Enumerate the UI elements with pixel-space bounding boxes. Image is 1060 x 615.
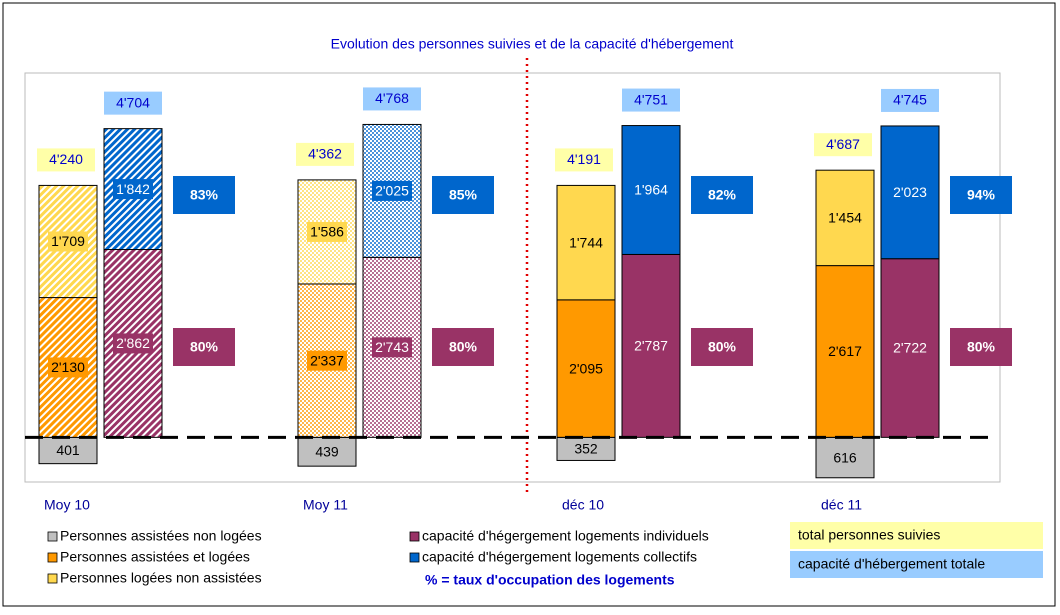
occupancy-box: [432, 328, 494, 366]
bar: [880, 125, 940, 260]
legend-swatch: [409, 552, 420, 563]
total-box: [555, 148, 613, 172]
bar: [880, 258, 940, 438]
total-label: 4'687: [826, 136, 860, 152]
bar: [815, 436, 875, 479]
data-label: 2'023: [893, 184, 927, 200]
data-label: 352: [574, 441, 598, 457]
plot-area: [24, 72, 1001, 483]
label-bg: [307, 221, 347, 242]
data-label: 2'787: [634, 338, 668, 354]
bar: [297, 436, 357, 467]
legend-label: capacité d'hégergement logements collect…: [422, 549, 697, 565]
legend-box: [790, 522, 1043, 549]
bar: [556, 184, 616, 301]
occupancy-label: 80%: [967, 339, 996, 355]
data-label: 1'964: [634, 182, 668, 198]
data-label: 1'709: [51, 233, 85, 249]
occupancy-box: [950, 328, 1012, 366]
frame: [2, 2, 1056, 607]
total-box: [363, 87, 421, 111]
data-label: 1'586: [310, 224, 344, 240]
legend-swatch: [409, 531, 420, 542]
occupancy-box: [691, 176, 753, 214]
data-label: 2'095: [569, 360, 603, 376]
chart-title: Evolution des personnes suivies et de la…: [331, 36, 734, 52]
occupancy-label: 80%: [190, 339, 219, 355]
total-label: 4'362: [308, 146, 342, 162]
occupancy-box: [173, 176, 235, 214]
total-box: [814, 133, 872, 157]
data-label: 2'130: [51, 359, 85, 375]
label-bg: [372, 337, 412, 358]
data-label: 2'743: [375, 339, 409, 355]
total-label: 4'768: [375, 90, 409, 106]
legend-label: capacité d'hégergement logements individ…: [422, 528, 709, 544]
total-label: 4'745: [893, 92, 927, 108]
data-label: 2'025: [375, 183, 409, 199]
bar: [621, 125, 681, 255]
data-label: 2'617: [828, 343, 862, 359]
occupancy-box: [691, 328, 753, 366]
legend-label: Personnes assistées non logées: [60, 528, 262, 544]
total-box: [37, 148, 95, 172]
data-label: 1'842: [116, 181, 150, 197]
total-label: 4'751: [634, 91, 668, 107]
label-bg: [113, 179, 153, 200]
data-label: 2'337: [310, 352, 344, 368]
data-label: 439: [315, 443, 339, 459]
label-bg: [48, 357, 88, 378]
note: % = taux d'occupation des logements: [425, 572, 675, 588]
occupancy-label: 80%: [449, 339, 478, 355]
legend-label: Personnes assistées et logées: [60, 549, 250, 565]
occupancy-label: 94%: [967, 187, 996, 203]
x-tick-label: Moy 11: [303, 497, 348, 513]
data-label: 616: [833, 449, 857, 465]
x-tick-label: Moy 10: [44, 497, 90, 513]
legend-swatch: [47, 573, 58, 584]
total-box: [622, 88, 680, 112]
bar: [556, 299, 616, 438]
bar: [621, 253, 681, 438]
label-bg: [372, 180, 412, 201]
occupancy-label: 85%: [449, 187, 478, 203]
data-label: 2'722: [893, 340, 927, 356]
total-label: 4'240: [49, 151, 83, 167]
label-bg: [307, 350, 347, 371]
legend-box: [790, 551, 1043, 578]
label-bg: [113, 333, 153, 354]
legend-label: capacité d'hébergement totale: [798, 556, 985, 572]
occupancy-label: 83%: [190, 187, 219, 203]
legend-label: total personnes suivies: [798, 527, 940, 543]
total-box: [881, 88, 939, 112]
occupancy-box: [432, 176, 494, 214]
occupancy-label: 80%: [708, 339, 737, 355]
data-label: 1'744: [569, 234, 603, 250]
data-label: 401: [56, 442, 80, 458]
total-box: [296, 142, 354, 166]
legend-label: Personnes logées non assistées: [60, 570, 262, 586]
total-label: 4'191: [567, 151, 601, 167]
legend-swatch: [47, 531, 58, 542]
x-tick-label: déc 10: [562, 497, 604, 513]
legend-swatch: [47, 552, 58, 563]
data-label: 1'454: [828, 210, 862, 226]
occupancy-label: 82%: [708, 187, 737, 203]
occupancy-box: [173, 328, 235, 366]
label-bg: [48, 231, 88, 252]
bar: [815, 169, 875, 267]
data-label: 2'862: [116, 335, 150, 351]
x-tick-label: déc 11: [821, 497, 862, 513]
total-box: [104, 91, 162, 115]
occupancy-box: [950, 176, 1012, 214]
total-label: 4'704: [116, 94, 150, 110]
